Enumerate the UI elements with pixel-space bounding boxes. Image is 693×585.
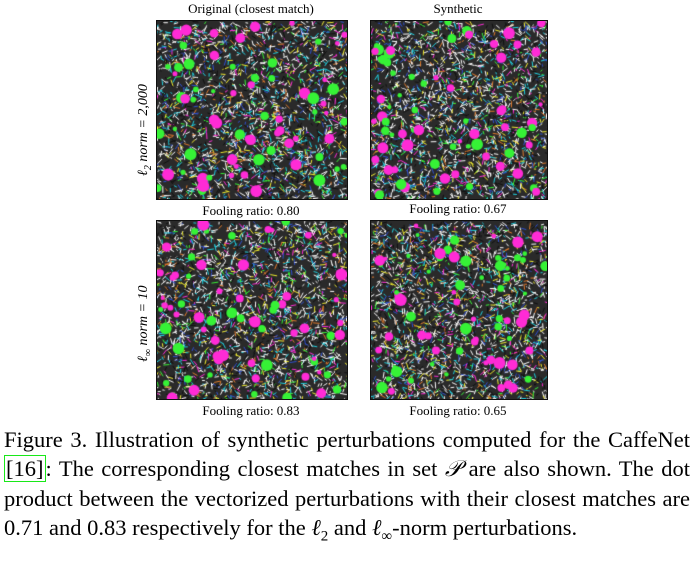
perturbation-image-original-linf — [156, 220, 348, 400]
fooling-ratio-original-linf: Fooling ratio: 0.83 — [202, 403, 300, 418]
caption-mid: : The corresponding closest matches in s… — [45, 456, 445, 481]
perturbation-image-synthetic-linf — [370, 220, 548, 400]
caption-and: and — [328, 515, 373, 540]
linf-symbol: ℓ — [372, 515, 382, 541]
texture-canvas — [157, 221, 347, 399]
caption-mid2: are also shown. The dot product between … — [4, 456, 690, 540]
column-header-original: Original (closest match) — [188, 1, 314, 16]
set-p-symbol: 𝒫 — [444, 456, 462, 482]
column-header-synthetic: Synthetic — [433, 1, 483, 16]
caption-tail: -norm perturbations. — [392, 515, 578, 540]
fooling-ratio-synthetic-l2: Fooling ratio: 0.67 — [409, 201, 507, 216]
texture-canvas — [371, 21, 547, 199]
linf-subscript: ∞ — [381, 528, 393, 545]
l2-symbol: ℓ — [311, 515, 321, 541]
perturbation-image-original-l2 — [156, 20, 348, 200]
l2-subscript: 2 — [320, 528, 329, 545]
caption-lead: Figure 3. Illustration of synthetic pert… — [4, 427, 690, 452]
fooling-ratio-original-l2: Fooling ratio: 0.80 — [202, 203, 300, 218]
fooling-ratio-synthetic-linf: Fooling ratio: 0.65 — [409, 403, 507, 418]
row-label-l2-norm: ℓ2 norm = 2,000 — [136, 84, 154, 176]
texture-canvas — [157, 21, 347, 199]
figure-caption: Figure 3. Illustration of synthetic pert… — [4, 425, 690, 552]
perturbation-image-synthetic-l2 — [370, 20, 548, 200]
citation-link-16[interactable]: [16] — [4, 455, 46, 482]
texture-canvas — [371, 221, 547, 399]
row-label-linf-norm: ℓ∞ norm = 10 — [136, 285, 154, 363]
